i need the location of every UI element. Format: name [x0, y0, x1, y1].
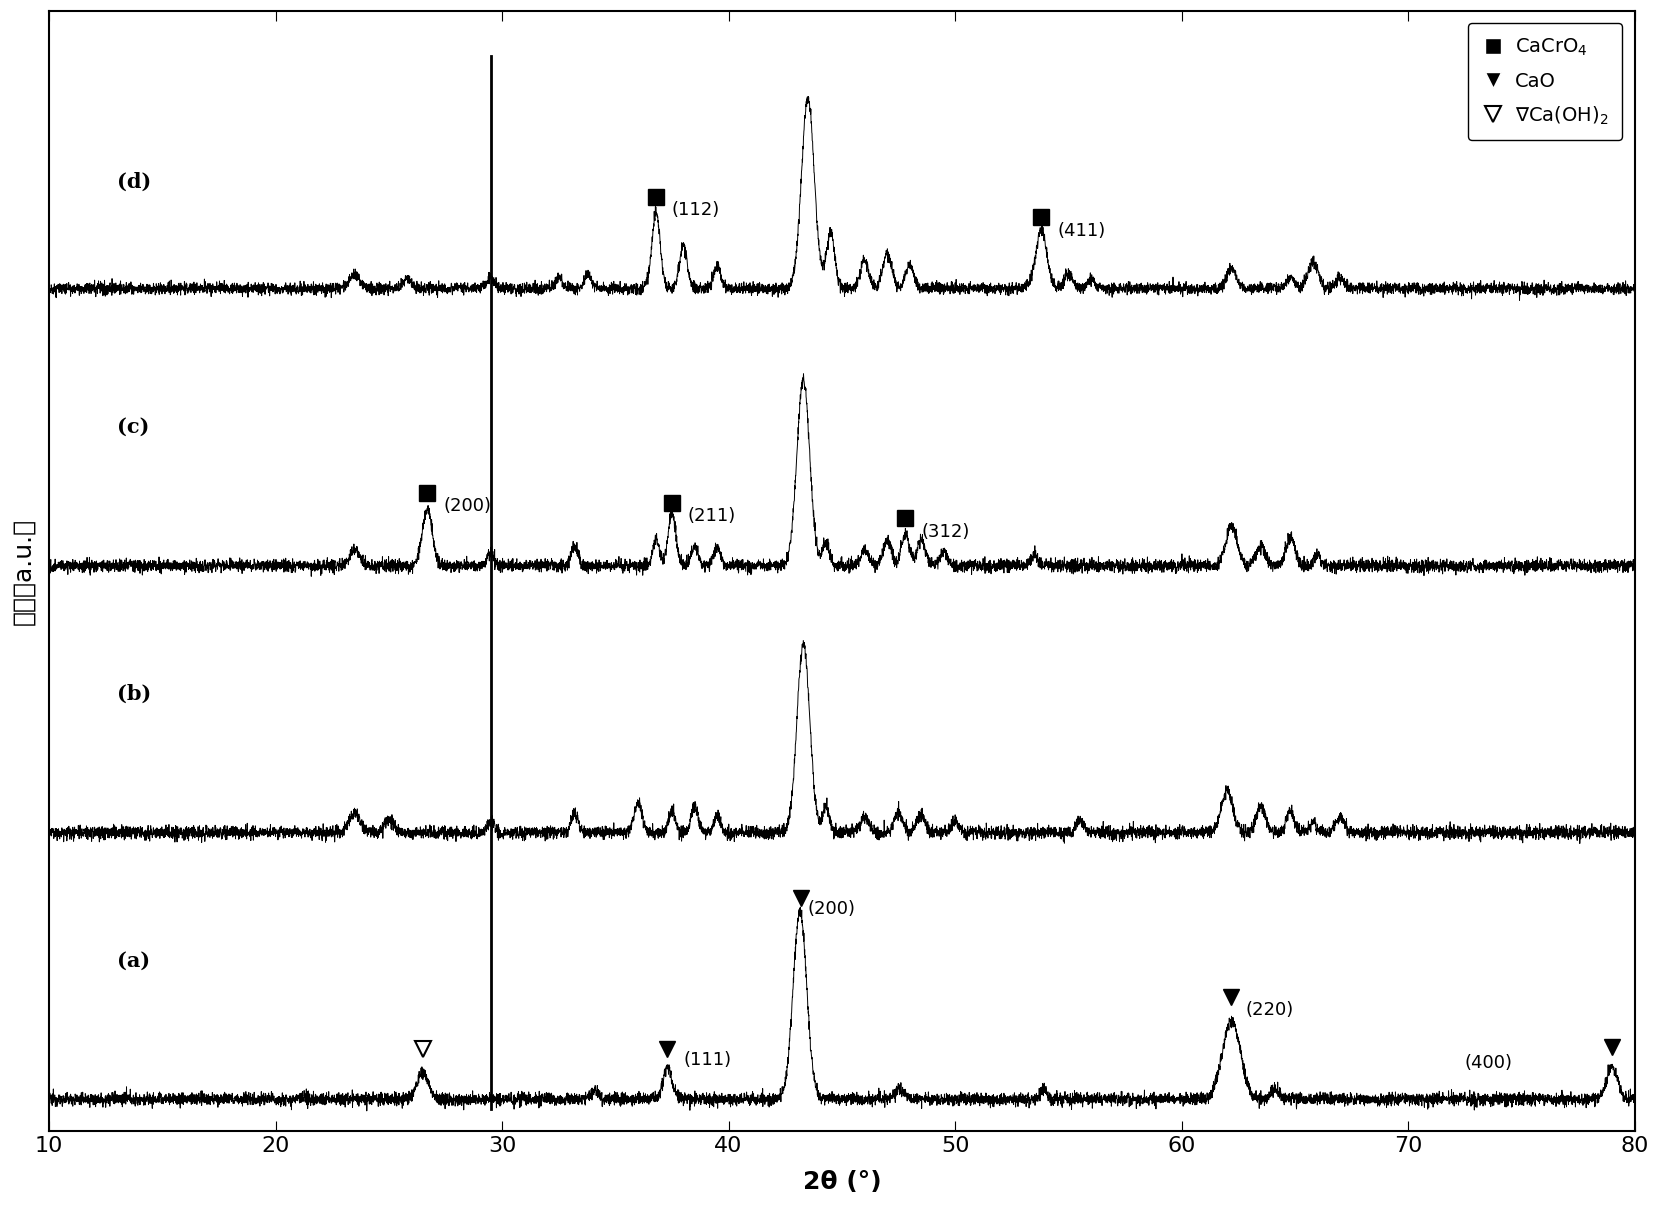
- Text: (220): (220): [1245, 1001, 1293, 1019]
- Text: (b): (b): [116, 683, 151, 704]
- Y-axis label: 强度（a.u.）: 强度（a.u.）: [12, 518, 35, 624]
- Text: (200): (200): [808, 900, 857, 918]
- Text: (d): (d): [116, 172, 151, 192]
- Text: (400): (400): [1464, 1053, 1512, 1071]
- Text: (411): (411): [1057, 222, 1106, 240]
- Text: (200): (200): [443, 498, 491, 516]
- X-axis label: 2θ (°): 2θ (°): [802, 1170, 881, 1194]
- Text: (a): (a): [116, 951, 149, 970]
- Text: (211): (211): [687, 507, 735, 525]
- Text: (112): (112): [672, 201, 720, 219]
- Text: (c): (c): [116, 417, 149, 437]
- Text: (312): (312): [921, 523, 969, 541]
- Legend: CaCrO$_4$, CaO, $\nabla$Ca(OH)$_2$: CaCrO$_4$, CaO, $\nabla$Ca(OH)$_2$: [1467, 23, 1622, 140]
- Text: (111): (111): [684, 1051, 732, 1069]
